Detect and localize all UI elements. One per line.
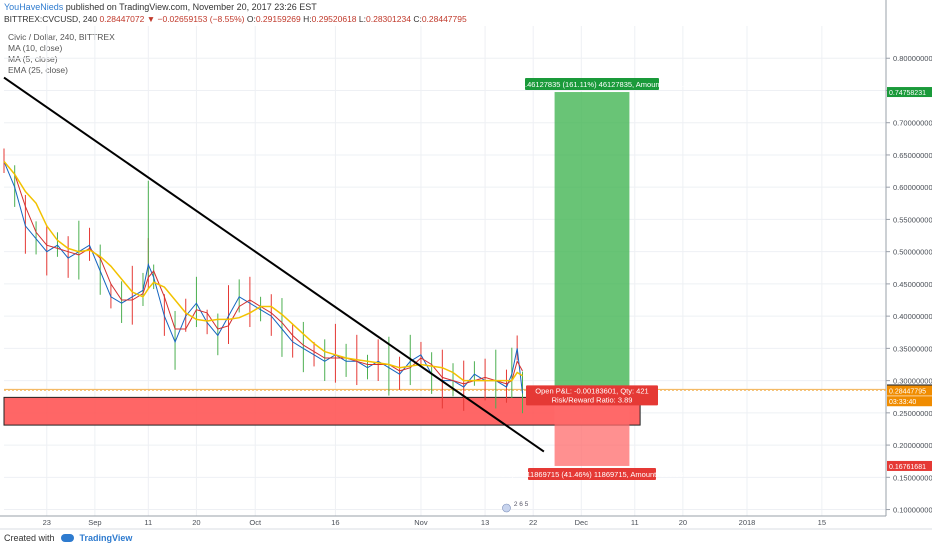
y-tick-label-4: 0.30000000 [893, 377, 932, 386]
support-zone [3, 396, 641, 426]
x-tick-label-11: 20 [679, 518, 687, 527]
target-label-box [525, 78, 659, 91]
risk-reward-label: Risk/Reward Ratio: 3.89 [552, 395, 633, 404]
x-tick-label-12: 2018 [739, 518, 756, 527]
open-label: O: [246, 14, 256, 24]
publish-info: published on TradingView.com, November 2… [65, 2, 317, 12]
symbol-label: BITTREX:CVCUSD, 240 [4, 14, 98, 24]
high-value: 0.29520618 [311, 14, 357, 24]
y-tick-label-1: 0.15000000 [893, 473, 932, 482]
price-tag-box-2 [887, 385, 932, 396]
price-tag-4: 0.16761681 [889, 464, 926, 471]
price-tag-box-0 [887, 87, 932, 98]
high-label: H: [303, 14, 312, 24]
tradingview-link[interactable]: TradingView [79, 533, 133, 543]
x-tick-label-4: Oct [249, 518, 262, 527]
low-label: L: [358, 14, 367, 24]
open-value: 0.29159269 [255, 14, 301, 24]
last-price: 0.28447072 [99, 14, 145, 24]
y-tick-label-5: 0.35000000 [893, 344, 932, 353]
x-tick-label-6: Nov [414, 518, 428, 527]
pnl-label: Open P&L: -0.00183601, Qty: 421 [535, 386, 648, 395]
legend-ma10[interactable]: MA (10, close) [8, 43, 63, 53]
y-tick-label-14: 0.80000000 [893, 54, 932, 63]
x-tick-label-2: 11 [144, 518, 152, 527]
events-marker-label: 2 6 5 [514, 501, 529, 508]
price-tag-0: 0.74758231 [889, 90, 926, 97]
legend-ema25[interactable]: EMA (25, close) [8, 65, 68, 75]
close-value: 0.28447795 [421, 14, 467, 24]
ma5-line [3, 161, 523, 394]
indicator-legend: Civic / Dollar, 240, BITTREX MA (10, clo… [8, 32, 115, 76]
stop-label-box [528, 467, 656, 480]
y-tick-label-7: 0.45000000 [893, 280, 932, 289]
author-link[interactable]: YouHaveNieds [4, 2, 64, 12]
close-label: C: [413, 14, 422, 24]
created-with-text: Created with [4, 533, 55, 543]
footer: Created with TradingView [4, 533, 132, 543]
y-tick-label-9: 0.55000000 [893, 215, 932, 224]
x-tick-label-13: 15 [818, 518, 826, 527]
ma10-line [3, 161, 523, 385]
x-tick-label-3: 20 [192, 518, 200, 527]
x-tick-label-1: Sep [88, 518, 101, 527]
price-tag-box-3 [887, 396, 932, 407]
y-tick-label-0: 0.10000000 [893, 506, 932, 515]
ohlc-bar: BITTREX:CVCUSD, 240 0.28447072 ▼ −0.0265… [4, 14, 467, 24]
y-tick-label-2: 0.20000000 [893, 441, 932, 450]
tradingview-logo-icon [60, 534, 74, 542]
y-tick-label-11: 0.65000000 [893, 151, 932, 160]
y-tick-label-12: 0.70000000 [893, 119, 932, 128]
target-label: Target: 0.46127835 (161.11%) 46127835, A… [496, 80, 688, 89]
y-tick-label-8: 0.50000000 [893, 248, 932, 257]
x-tick-label-10: 11 [631, 518, 639, 527]
profit-zone [554, 92, 630, 390]
pnl-label-box [526, 385, 658, 406]
legend-ma5[interactable]: MA (5, close) [8, 54, 58, 64]
price-tag-3: 03:33:40 [889, 399, 916, 406]
x-tick-label-7: 13 [481, 518, 489, 527]
x-tick-label-0: 23 [43, 518, 51, 527]
y-tick-label-6: 0.40000000 [893, 312, 932, 321]
events-icon [502, 503, 511, 513]
trendline [3, 76, 545, 453]
price-change: ▼ −0.02659153 (−8.55%) [146, 14, 245, 24]
y-tick-label-10: 0.60000000 [893, 183, 932, 192]
legend-symbol[interactable]: Civic / Dollar, 240, BITTREX [8, 32, 115, 42]
price-tag-2: 0.28447795 [889, 389, 926, 396]
low-value: 0.28301234 [366, 14, 411, 24]
x-tick-label-9: Dec [575, 518, 589, 527]
x-tick-label-5: 16 [331, 518, 339, 527]
ema25-line [3, 160, 523, 382]
stop-label: Stop: 0.11869715 (41.46%) 11869715, Amou… [501, 470, 684, 479]
y-tick-label-3: 0.25000000 [893, 409, 932, 418]
price-tag-box-4 [887, 460, 932, 471]
chart-header: YouHaveNieds published on TradingView.co… [4, 2, 317, 12]
x-tick-label-8: 22 [529, 518, 537, 527]
